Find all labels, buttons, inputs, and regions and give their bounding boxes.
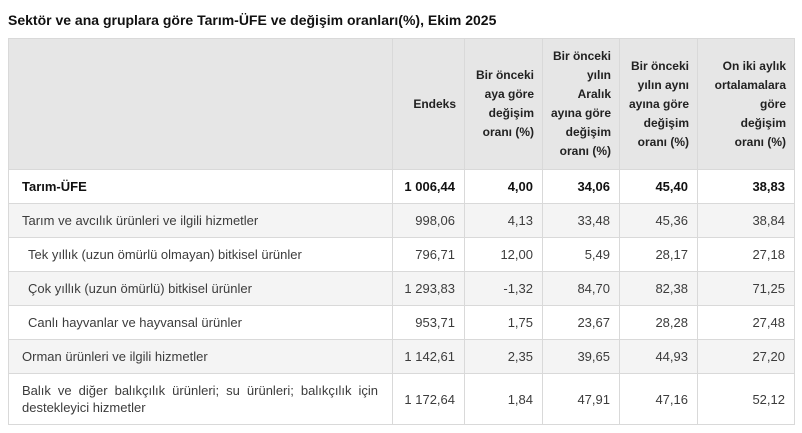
table-row-agriculture-hunting: Tarım ve avcılık ürünleri ve ilgili hizm… — [8, 203, 795, 238]
row-label: Canlı hayvanlar ve hayvansal ürünler — [8, 305, 393, 340]
cell-index: 998,06 — [392, 203, 465, 238]
header-line: Aralık — [577, 87, 611, 101]
page-title: Sektör ve ana gruplara göre Tarım-ÜFE ve… — [8, 12, 497, 28]
header-line: Bir önceki — [475, 68, 534, 82]
cell-yoy-change: 28,28 — [619, 305, 698, 340]
cell-index: 953,71 — [392, 305, 465, 340]
table-row-perennial-crops: Çok yıllık (uzun ömürlü) bitkisel ürünle… — [8, 271, 795, 306]
cell-index: 1 172,64 — [392, 373, 465, 425]
table-header-row: Endeks Bir önceki aya göre değişim oranı… — [8, 38, 795, 170]
cell-index: 1 142,61 — [392, 339, 465, 374]
cell-12m-avg-change: 52,12 — [697, 373, 795, 425]
cell-since-dec-change: 84,70 — [542, 271, 620, 306]
cell-index: 1 293,83 — [392, 271, 465, 306]
cell-12m-avg-change: 27,18 — [697, 237, 795, 272]
header-line: oranı (%) — [734, 134, 786, 149]
header-line: ortalamalara — [714, 77, 786, 92]
header-line: Bir önceki — [552, 49, 611, 63]
header-since-dec-change: Bir önceki yılın Aralık ayına göre değiş… — [542, 38, 620, 170]
table-row-live-animals: Canlı hayvanlar ve hayvansal ürünler 953… — [8, 305, 795, 340]
agri-ppi-table: Endeks Bir önceki aya göre değişim oranı… — [8, 38, 795, 425]
cell-mom-change: 1,84 — [464, 373, 543, 425]
cell-since-dec-change: 47,91 — [542, 373, 620, 425]
cell-mom-change: 2,35 — [464, 339, 543, 374]
cell-12m-avg-change: 71,25 — [697, 271, 795, 306]
header-line: yılın — [586, 68, 611, 82]
cell-mom-change: 12,00 — [464, 237, 543, 272]
header-line: oranı (%) — [482, 125, 534, 139]
table-row-forestry: Orman ürünleri ve ilgili hizmetler 1 142… — [8, 339, 795, 374]
cell-mom-change: 4,00 — [464, 169, 543, 204]
header-yoy-change: Bir önceki yılın aynı ayına göre değişim… — [619, 38, 698, 170]
cell-index: 1 006,44 — [392, 169, 465, 204]
cell-mom-change: 1,75 — [464, 305, 543, 340]
table-row-fishing: Balık ve diğer balıkçılık ürünleri; su ü… — [8, 373, 795, 425]
header-line: değişim — [643, 115, 689, 130]
cell-index: 796,71 — [392, 237, 465, 272]
cell-since-dec-change: 5,49 — [542, 237, 620, 272]
row-label: Tek yıllık (uzun ömürlü olmayan) bitkise… — [8, 237, 393, 272]
cell-yoy-change: 44,93 — [619, 339, 698, 374]
header-line: ayına göre — [628, 96, 689, 111]
row-label: Balık ve diğer balıkçılık ürünleri; su ü… — [8, 373, 393, 425]
header-line: değişim — [740, 115, 786, 130]
row-label: Orman ürünleri ve ilgili hizmetler — [8, 339, 393, 374]
cell-mom-change: 4,13 — [464, 203, 543, 238]
header-index: Endeks — [392, 38, 465, 170]
cell-mom-change: -1,32 — [464, 271, 543, 306]
header-line: ayına göre — [551, 106, 612, 120]
header-line: Bir önceki — [630, 58, 689, 73]
cell-since-dec-change: 23,67 — [542, 305, 620, 340]
header-line: Endeks — [413, 96, 456, 111]
header-line: değişim — [565, 125, 611, 139]
header-sector — [8, 38, 393, 170]
cell-since-dec-change: 33,48 — [542, 203, 620, 238]
header-line: değişim — [488, 106, 534, 120]
cell-12m-avg-change: 38,84 — [697, 203, 795, 238]
cell-yoy-change: 82,38 — [619, 271, 698, 306]
header-mom-change: Bir önceki aya göre değişim oranı (%) — [464, 38, 543, 170]
cell-12m-avg-change: 38,83 — [697, 169, 795, 204]
cell-12m-avg-change: 27,20 — [697, 339, 795, 374]
cell-yoy-change: 45,40 — [619, 169, 698, 204]
header-12m-avg-change: On iki aylık ortalamalara göre değişim o… — [697, 38, 795, 170]
table-row-annual-crops: Tek yıllık (uzun ömürlü olmayan) bitkise… — [8, 237, 795, 272]
cell-yoy-change: 47,16 — [619, 373, 698, 425]
row-label: Tarım-ÜFE — [8, 169, 393, 204]
header-line: aya göre — [484, 87, 534, 101]
header-line: On iki aylık — [722, 58, 786, 73]
cell-yoy-change: 28,17 — [619, 237, 698, 272]
header-line: yılın aynı — [637, 77, 689, 92]
cell-since-dec-change: 39,65 — [542, 339, 620, 374]
table-row-tarim-ufe: Tarım-ÜFE 1 006,44 4,00 34,06 45,40 38,8… — [8, 169, 795, 204]
header-line: oranı (%) — [559, 144, 611, 158]
cell-yoy-change: 45,36 — [619, 203, 698, 238]
row-label: Çok yıllık (uzun ömürlü) bitkisel ürünle… — [8, 271, 393, 306]
header-line: oranı (%) — [637, 134, 689, 149]
cell-since-dec-change: 34,06 — [542, 169, 620, 204]
header-line: göre — [759, 96, 786, 111]
row-label: Tarım ve avcılık ürünleri ve ilgili hizm… — [8, 203, 393, 238]
cell-12m-avg-change: 27,48 — [697, 305, 795, 340]
